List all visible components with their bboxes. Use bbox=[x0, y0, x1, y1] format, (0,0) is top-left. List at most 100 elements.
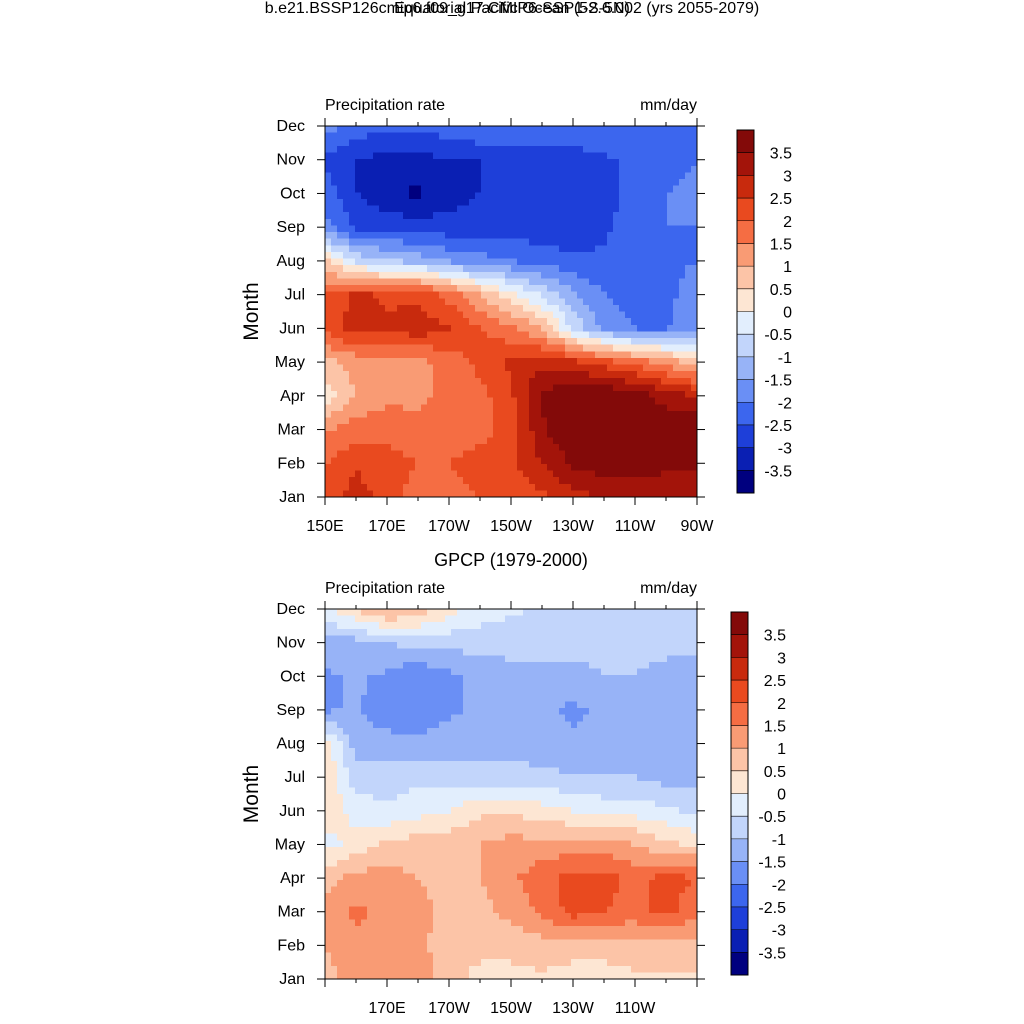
contour-cell bbox=[637, 278, 644, 286]
contour-cell bbox=[361, 477, 368, 485]
contour-cell bbox=[523, 205, 530, 213]
contour-cell bbox=[385, 397, 392, 405]
contour-cell bbox=[679, 450, 686, 458]
contour-cell bbox=[409, 741, 416, 749]
contour-cell bbox=[529, 635, 536, 643]
contour-cell bbox=[691, 324, 698, 332]
contour-cell bbox=[379, 351, 386, 359]
contour-cell bbox=[619, 172, 626, 180]
contour-cell bbox=[631, 132, 638, 140]
contour-cell bbox=[643, 430, 650, 438]
contour-cell bbox=[523, 714, 530, 722]
contour-cell bbox=[517, 278, 524, 286]
contour-cell bbox=[385, 615, 392, 623]
contour-cell bbox=[361, 205, 368, 213]
contour-cell bbox=[379, 145, 386, 154]
contour-cell bbox=[385, 139, 392, 147]
contour-cell bbox=[451, 450, 458, 458]
contour-cell bbox=[649, 311, 656, 319]
contour-cell bbox=[397, 251, 404, 260]
contour-cell bbox=[391, 714, 398, 722]
contour-cell bbox=[637, 371, 644, 379]
contour-cell bbox=[499, 701, 506, 709]
contour-cell bbox=[403, 622, 410, 630]
contour-cell bbox=[355, 331, 362, 339]
contour-cell bbox=[691, 424, 698, 432]
contour-cell bbox=[547, 304, 554, 313]
contour-cell bbox=[577, 311, 584, 319]
contour-cell bbox=[337, 265, 344, 273]
contour-cell bbox=[667, 463, 674, 472]
contour-cell bbox=[337, 132, 344, 140]
contour-cell bbox=[331, 424, 338, 432]
contour-cell bbox=[343, 470, 350, 478]
contour-cell bbox=[421, 285, 428, 293]
contour-cell bbox=[655, 159, 662, 167]
contour-cell bbox=[421, 668, 428, 676]
contour-cell bbox=[595, 457, 602, 465]
contour-cell bbox=[463, 159, 470, 167]
contour-cell bbox=[559, 185, 566, 193]
contour-cell bbox=[499, 727, 506, 736]
contour-cell bbox=[523, 668, 530, 676]
contour-cell bbox=[463, 404, 470, 412]
contour-cell bbox=[523, 404, 530, 412]
contour-cell bbox=[553, 198, 560, 207]
contour-cell bbox=[361, 324, 368, 332]
contour-cell bbox=[601, 615, 608, 623]
contour-cell bbox=[409, 490, 416, 498]
contour-cell bbox=[373, 609, 380, 617]
contour-cell bbox=[649, 397, 656, 405]
contour-cell bbox=[625, 668, 632, 676]
contour-cell bbox=[631, 734, 638, 742]
contour-cell bbox=[565, 159, 572, 167]
contour-cell bbox=[511, 132, 518, 140]
contour-cell bbox=[571, 218, 578, 226]
contour-cell bbox=[667, 351, 674, 359]
contour-cell bbox=[427, 404, 434, 412]
contour-cell bbox=[469, 139, 476, 147]
contour-cell bbox=[421, 615, 428, 623]
contour-cell bbox=[565, 251, 572, 260]
contour-cell bbox=[343, 642, 350, 650]
contour-cell bbox=[625, 145, 632, 154]
contour-cell bbox=[517, 338, 524, 346]
contour-cell bbox=[661, 225, 668, 233]
contour-cell bbox=[421, 238, 428, 246]
contour-cell bbox=[391, 291, 398, 299]
contour-cell bbox=[397, 172, 404, 180]
contour-cell bbox=[433, 734, 440, 742]
contour-cell bbox=[667, 232, 674, 240]
contour-cell bbox=[505, 609, 512, 617]
contour-cell bbox=[637, 470, 644, 478]
contour-cell bbox=[553, 265, 560, 273]
contour-cell bbox=[631, 701, 638, 709]
contour-cell bbox=[343, 694, 350, 703]
units-label: mm/day bbox=[640, 97, 697, 114]
contour-cell bbox=[445, 701, 452, 709]
contour-cell bbox=[487, 232, 494, 240]
contour-cell bbox=[427, 397, 434, 405]
contour-cell bbox=[409, 628, 416, 637]
contour-cell bbox=[655, 126, 662, 134]
contour-cell bbox=[355, 417, 362, 425]
contour-cell bbox=[475, 159, 482, 167]
contour-cell bbox=[355, 721, 362, 729]
contour-cell bbox=[529, 324, 536, 332]
contour-cell bbox=[349, 628, 356, 637]
contour-cell bbox=[451, 377, 458, 385]
contour-cell bbox=[457, 681, 464, 689]
contour-cell bbox=[463, 635, 470, 643]
contour-cell bbox=[391, 430, 398, 438]
contour-cell bbox=[571, 265, 578, 273]
contour-cell bbox=[433, 655, 440, 663]
contour-cell bbox=[499, 152, 506, 160]
contour-cell bbox=[619, 218, 626, 226]
contour-cell bbox=[583, 391, 590, 399]
contour-cell bbox=[529, 331, 536, 339]
contour-cell bbox=[529, 470, 536, 478]
contour-cell bbox=[613, 265, 620, 273]
contour-cell bbox=[367, 318, 374, 326]
contour-cell bbox=[655, 477, 662, 485]
contour-cell bbox=[511, 172, 518, 180]
